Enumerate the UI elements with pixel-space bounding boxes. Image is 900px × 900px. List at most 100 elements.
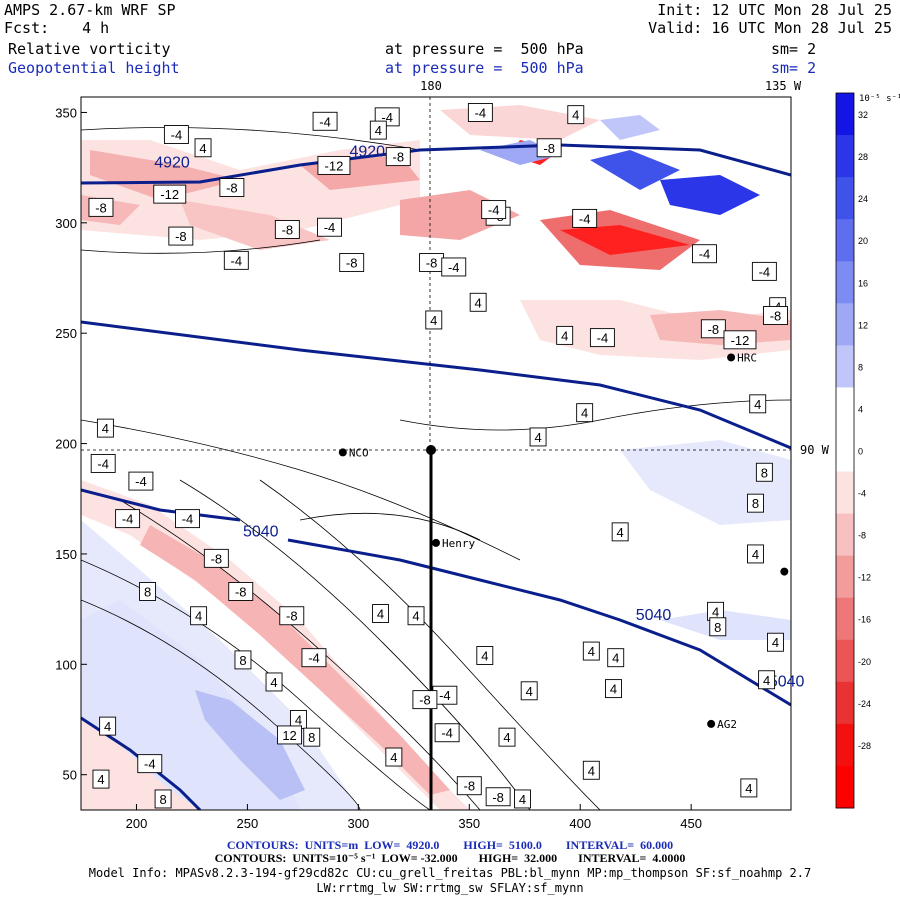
vorticity-labels: -44-4-4-44-8-12-8-12-8-8-8-4-8-4-8-8-4-8…	[88, 103, 788, 809]
vorticity-label-text: -8	[235, 584, 247, 599]
vorticity-label-text: -8	[419, 693, 431, 708]
vorticity-label: -8	[228, 582, 254, 601]
vorticity-label-text: -8	[464, 779, 476, 794]
vorticity-label: -8	[339, 253, 365, 273]
station-marker: AG2	[707, 718, 737, 731]
vorticity-label-text: -4	[475, 105, 487, 120]
vorticity-label: -4	[115, 509, 141, 529]
colorbar-swatch	[836, 723, 854, 767]
vorticity-label: 4	[425, 310, 443, 330]
vorticity-label: -4	[137, 754, 163, 774]
vorticity-label-text: -4	[144, 757, 156, 772]
vorticity-label-text: 4	[588, 763, 595, 778]
colorbar-swatch	[836, 219, 854, 262]
vorticity-label-text: 4	[612, 651, 619, 666]
vorticity-label: -8	[203, 548, 229, 568]
vorticity-label: -12	[153, 184, 187, 204]
vorticity-label: 4	[369, 120, 387, 140]
vorticity-label-text: -4	[699, 247, 711, 262]
colorbar-swatch	[836, 303, 854, 346]
station-marker	[780, 567, 789, 576]
station-dot	[432, 538, 440, 547]
vorticity-label: 4	[265, 672, 283, 692]
vorticity-label: 4	[758, 670, 776, 690]
vorticity-label: 4	[99, 716, 117, 736]
vorticity-label: -8	[456, 776, 482, 796]
vorticity-label: 8	[234, 650, 252, 670]
vorticity-label: 4	[576, 403, 594, 423]
vorticity-label-text: 8	[752, 496, 759, 511]
vorticity-label: 4	[749, 394, 767, 414]
vorticity-label-text: -12	[731, 333, 750, 348]
model-title: AMPS 2.67-km WRF SP	[4, 1, 176, 19]
vorticity-label-text: -8	[708, 322, 720, 337]
colorbar-level: -8	[858, 531, 866, 541]
vorticity-label-text: 4	[534, 430, 541, 445]
vorticity-label: 4	[529, 427, 547, 447]
vorticity-label-text: -8	[492, 790, 504, 805]
vorticity-label: -4	[175, 509, 200, 529]
vorticity-label: 8	[755, 462, 773, 482]
vorticity-label: -4	[128, 471, 154, 491]
vorticity-label-text: -8	[426, 256, 438, 271]
vorticity-label-text: -8	[770, 309, 782, 324]
vorticity-label: -8	[219, 178, 245, 197]
vorticity-label-text: 4	[763, 673, 770, 688]
vorticity-label: 4	[611, 522, 629, 542]
colorbar-level: 16	[858, 278, 868, 288]
colorbar-swatch	[836, 177, 854, 220]
vorticity-label-text: 4	[772, 635, 779, 650]
station-name: Henry	[442, 537, 475, 550]
height-contour-label: 4920	[349, 144, 385, 161]
vorticity-label-text: 4	[581, 406, 588, 421]
vorticity-label-text: 4	[503, 730, 510, 745]
footer-vorticity-contours: CONTOURS: UNITS=10⁻⁵ s⁻¹ LOW= -32.000 HI…	[214, 851, 686, 865]
vorticity-label-text: -8	[543, 141, 555, 156]
vorticity-label: -8	[274, 219, 300, 239]
vorticity-label-text: 4	[390, 750, 397, 765]
vorticity-label: -12	[317, 155, 351, 175]
vorticity-label-text: 8	[144, 584, 151, 599]
vorticity-label: 4	[407, 606, 425, 626]
vorticity-label-text: -8	[286, 609, 298, 624]
x-tick-label: 200	[126, 816, 148, 831]
vorticity-label: 8	[709, 617, 727, 637]
vorticity-label-text: 4	[375, 123, 382, 138]
vorticity-label-text: 4	[752, 547, 759, 562]
lon-label-180: 180	[420, 79, 442, 93]
valid-time: Valid: 16 UTC Mon 28 Jul 25	[648, 19, 892, 37]
footer-height-contours: CONTOURS: UNITS=m LOW= 4920.0 HIGH= 5100…	[226, 838, 674, 852]
vorticity-label-text: 4	[561, 328, 568, 343]
x-tick-label: 250	[237, 816, 259, 831]
x-tick-label: 450	[680, 816, 702, 831]
colorbar-swatch	[836, 387, 854, 430]
vorticity-label-text: -12	[325, 158, 344, 173]
vorticity-label-text: -8	[282, 222, 294, 237]
y-tick-label: 250	[55, 326, 77, 341]
vorticity-label-text: -4	[439, 688, 451, 703]
vorticity-label-text: 4	[295, 712, 302, 727]
x-tick-label: 350	[458, 816, 480, 831]
vorticity-label-text: 4	[97, 772, 104, 787]
vorticity-label: -8	[700, 319, 726, 339]
vorticity-label: 4	[498, 727, 516, 747]
vorticity-label-text: -8	[226, 181, 238, 196]
transect-origin	[426, 445, 436, 455]
station-dot	[727, 353, 736, 362]
vorticity-label: -8	[168, 226, 194, 246]
vorticity-label-text: 4	[199, 141, 206, 156]
y-tick-label: 200	[55, 437, 77, 452]
colorbar-level: 12	[858, 320, 868, 330]
vorticity-label-text: -4	[759, 264, 771, 279]
vorticity-label: -4	[317, 217, 342, 237]
vorticity-label-text: 4	[195, 609, 202, 624]
colorbar-swatch	[836, 765, 854, 809]
footer-model-info: Model Info: MPASv8.2.3-194-gf29cd82c CU:…	[88, 866, 812, 880]
field1-pressure: at pressure = 500 hPa	[385, 40, 584, 58]
vorticity-label-text: -4	[324, 220, 336, 235]
field2-name: Geopotential height	[8, 59, 180, 77]
vorticity-label: 4	[372, 604, 389, 623]
vorticity-label-text: 4	[617, 525, 624, 540]
vorticity-label-text: 4	[754, 397, 761, 412]
vorticity-label: -4	[692, 244, 717, 264]
